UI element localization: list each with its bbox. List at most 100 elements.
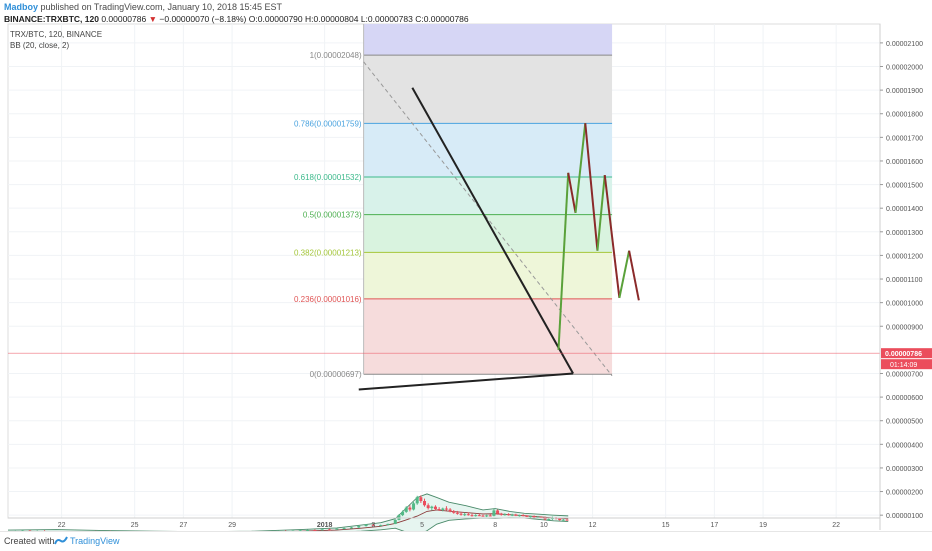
time-tick-label: 12 xyxy=(589,522,597,529)
time-tick-label: 19 xyxy=(759,522,767,529)
fib-label: 1(0.00002048) xyxy=(310,51,362,60)
candle-body xyxy=(470,515,474,517)
candle-body xyxy=(433,506,437,510)
price-tick-label: 0.00001000 xyxy=(886,301,923,308)
time-tick-label: 5 xyxy=(420,522,424,529)
candle-body xyxy=(474,515,478,517)
price-tick-label: 0.00000300 xyxy=(886,466,923,473)
time-tick-label: 27 xyxy=(179,522,187,529)
fib-label: 0.618(0.00001532) xyxy=(294,173,362,182)
candle-body xyxy=(507,514,511,516)
projection-segment xyxy=(596,175,606,251)
candle-body xyxy=(393,519,397,524)
time-tick-label: 29 xyxy=(228,522,236,529)
price-tick-label: 0.00000600 xyxy=(886,395,923,402)
fib-band-top xyxy=(363,24,613,56)
candle-body xyxy=(547,518,551,520)
candle-body xyxy=(452,511,456,513)
candle-body xyxy=(379,525,383,527)
price-axis xyxy=(880,24,932,530)
candle-body xyxy=(298,530,302,532)
projection-segment xyxy=(567,172,577,214)
price-tick-label: 0.00001100 xyxy=(886,277,923,284)
fib-band xyxy=(363,55,613,124)
price-tick-label: 0.00001800 xyxy=(886,112,923,119)
tradingview-brand[interactable]: TradingView xyxy=(70,536,120,546)
candle-body xyxy=(561,519,565,521)
price-tick-label: 0.00001900 xyxy=(886,88,923,95)
countdown-text: 01:14:09 xyxy=(890,362,917,369)
triangle-upper-line xyxy=(411,87,574,374)
published-text: published on TradingView.com, January 10… xyxy=(40,2,283,12)
ohlc-low-label: L: xyxy=(360,14,368,24)
candle-body xyxy=(444,508,448,510)
ohlc-close: 0.00000786 xyxy=(101,14,147,24)
candle-body xyxy=(448,509,452,512)
candle-body xyxy=(499,513,503,515)
ohlc-open: 0.00000790 xyxy=(257,14,303,24)
time-tick-label: 8 xyxy=(493,522,497,529)
candle-body xyxy=(466,514,470,516)
candle-body xyxy=(477,515,481,517)
candle-body xyxy=(543,518,547,520)
candle-body xyxy=(349,527,353,529)
candle-body xyxy=(430,506,434,509)
price-tick-label: 0.00000100 xyxy=(886,513,923,520)
price-tick-label: 0.00000500 xyxy=(886,419,923,426)
fib-label: 0.382(0.00001213) xyxy=(294,248,362,257)
candle-body xyxy=(415,497,419,504)
price-tick-label: 0.00001400 xyxy=(886,206,923,213)
price-tick-label: 0.00001600 xyxy=(886,159,923,166)
candle-body xyxy=(357,526,361,528)
candle-body xyxy=(518,515,522,517)
time-tick-label: 22 xyxy=(832,522,840,529)
projection-segment xyxy=(584,123,599,251)
candle-body xyxy=(313,530,317,532)
price-tick-label: 0.00000900 xyxy=(886,324,923,331)
time-tick-label: 22 xyxy=(58,522,66,529)
down-arrow-icon: ▼ xyxy=(148,14,158,24)
projection-segment xyxy=(557,172,570,350)
fib-label: 0.236(0.00001016) xyxy=(294,295,362,304)
candle-body xyxy=(565,519,569,521)
candle-body xyxy=(371,524,375,526)
candle-body xyxy=(342,528,346,530)
candle-body xyxy=(426,505,430,509)
time-tick-label: 25 xyxy=(131,522,139,529)
candle-body xyxy=(441,508,445,510)
candle-body xyxy=(401,511,405,516)
candle-body xyxy=(492,510,496,516)
candle-body xyxy=(455,512,459,514)
candle-body xyxy=(328,529,332,531)
projection-segment xyxy=(574,123,587,214)
candle-body xyxy=(437,509,441,511)
fib-label: 0(0.00000697) xyxy=(310,370,362,379)
candle-body xyxy=(496,510,500,514)
time-tick-label: 10 xyxy=(540,522,548,529)
triangle-lower-line xyxy=(358,372,574,391)
last-price-text: 0.00000786 xyxy=(885,351,922,358)
candle-body xyxy=(521,515,525,517)
time-tick-label: 2018 xyxy=(317,522,333,529)
last-price-badge xyxy=(881,348,932,359)
author-link[interactable]: Madboy xyxy=(4,2,39,12)
candle-body xyxy=(404,507,408,512)
ohlc-symbol: BINANCE:TRXBTC, 120 xyxy=(4,14,99,24)
fib-band xyxy=(363,252,613,299)
projection-segment xyxy=(603,175,621,299)
projection-segment xyxy=(618,250,631,299)
publish-header: Madboy published on TradingView.com, Jan… xyxy=(4,2,282,12)
created-with-text: Created with xyxy=(4,536,55,546)
ohlc-close-value: 0.00000786 xyxy=(423,14,469,24)
footer: Created with TradingView xyxy=(0,531,932,551)
candle-body xyxy=(412,503,416,510)
price-tick-label: 0.00000700 xyxy=(886,371,923,378)
candle-body xyxy=(503,514,507,516)
candle-body xyxy=(488,515,492,517)
ohlc-high: 0.00000804 xyxy=(313,14,359,24)
price-tick-label: 0.00000200 xyxy=(886,490,923,497)
fib-label: 0.5(0.00001373) xyxy=(303,211,362,220)
price-tick-label: 0.00000400 xyxy=(886,442,923,449)
time-tick-label: 15 xyxy=(662,522,670,529)
